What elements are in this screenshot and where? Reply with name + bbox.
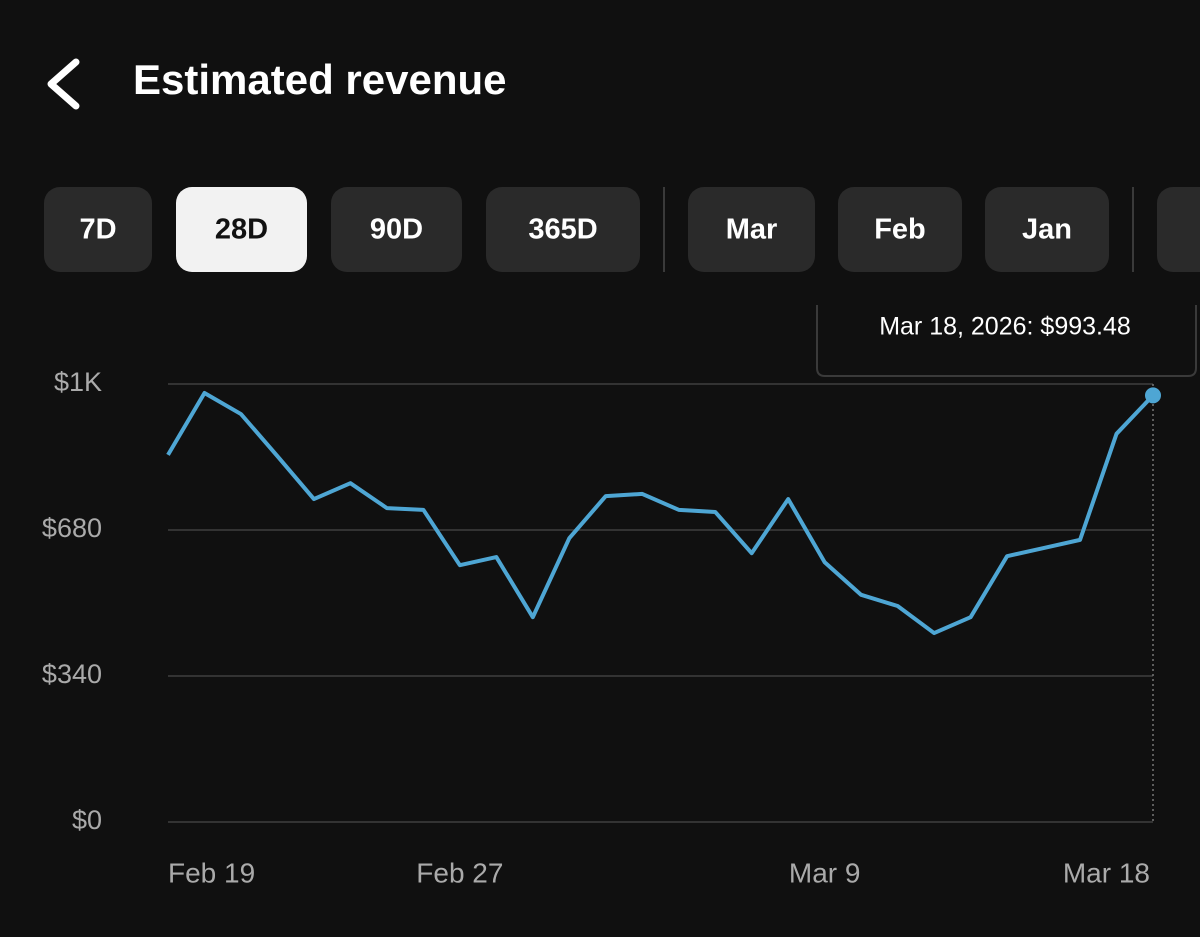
tab-label[interactable]: 28D	[215, 214, 268, 246]
y-tick-label: $0	[72, 805, 102, 835]
y-tick-label: $1K	[54, 367, 102, 397]
x-tick-label: Mar 18	[1063, 857, 1150, 888]
tab-label[interactable]: 90D	[370, 214, 423, 246]
y-tick-label: $340	[42, 659, 102, 689]
hover-point	[1145, 387, 1161, 404]
tab[interactable]	[486, 187, 640, 272]
tab-label[interactable]: 365D	[528, 214, 597, 246]
tab[interactable]	[985, 187, 1109, 272]
tooltip-text: Mar 18, 2026: $993.48	[879, 313, 1131, 341]
tab-label[interactable]: Feb	[874, 214, 926, 246]
line-series	[166, 391, 1155, 636]
page-title: Estimated revenue	[133, 56, 507, 103]
tooltip-box	[816, 305, 1197, 377]
tab-label[interactable]: Jan	[1022, 214, 1072, 246]
tab[interactable]	[331, 187, 462, 272]
tab-label[interactable]: Mar	[726, 214, 778, 246]
tab[interactable]	[688, 187, 815, 272]
x-tick-label: Feb 27	[416, 857, 503, 888]
tab[interactable]	[44, 187, 152, 272]
tab[interactable]	[176, 187, 307, 272]
tab-label[interactable]: 7D	[79, 214, 116, 246]
tab[interactable]	[838, 187, 962, 272]
tab[interactable]	[1157, 187, 1200, 272]
y-tick-label: $680	[42, 513, 102, 543]
x-tick-label: Feb 19	[168, 857, 255, 888]
back-button[interactable]	[47, 58, 80, 110]
x-tick-label: Mar 9	[789, 857, 861, 888]
